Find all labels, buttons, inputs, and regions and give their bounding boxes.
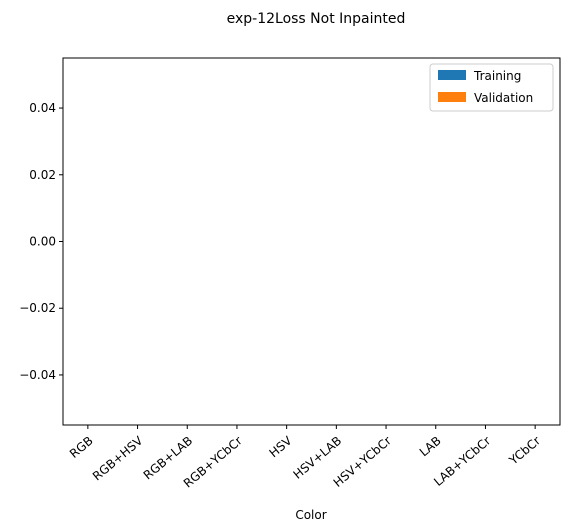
legend-label-validation: Validation	[474, 91, 533, 105]
y-tick-label: 0.04	[29, 101, 56, 115]
x-tick-label: RGB+HSV	[90, 433, 146, 483]
legend: Training Validation	[429, 63, 554, 112]
x-tick-label: RGB	[67, 434, 96, 461]
y-tick-label: 0.00	[29, 235, 56, 249]
legend-label-training: Training	[473, 69, 521, 83]
chart-title: exp-12Loss Not Inpainted	[227, 11, 406, 27]
y-tick-label: −0.04	[19, 368, 56, 382]
x-tick-label: LAB	[417, 434, 444, 460]
x-axis-label: Color	[295, 508, 326, 522]
x-tick-label: HSV	[267, 433, 296, 460]
y-tick-label: 0.02	[29, 168, 56, 182]
y-tick-label: −0.02	[19, 301, 56, 315]
legend-swatch-training	[438, 70, 466, 80]
legend-swatch-validation	[438, 92, 466, 102]
x-tick-label: YCbCr	[506, 434, 543, 469]
plot-area-frame	[62, 57, 561, 426]
y-axis: 0.04 0.02 0.00 −0.02 −0.04	[19, 101, 63, 382]
